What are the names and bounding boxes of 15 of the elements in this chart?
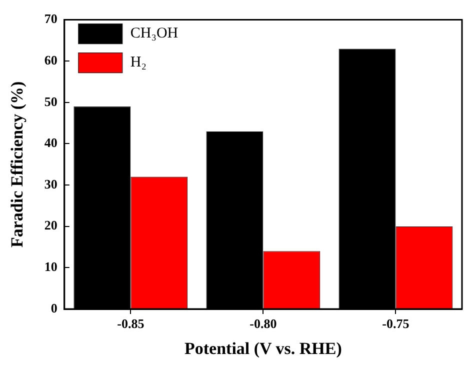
y-tick-label: 70: [44, 11, 58, 26]
y-axis-title: Faradic Efficiency (%): [8, 81, 27, 248]
x-tick-label: -0.85: [117, 316, 145, 332]
legend-label: H₂: [130, 54, 146, 71]
y-tick-label: 10: [44, 259, 58, 274]
y-tick-label: 40: [44, 135, 58, 150]
x-tick-label: -0.75: [382, 316, 410, 332]
legend-label: CH₃OH: [130, 26, 178, 42]
y-tick-label: 50: [44, 94, 58, 109]
y-tick-label: 20: [44, 218, 58, 233]
y-tick-label: 0: [50, 300, 58, 316]
x-axis-title: Potential (V vs. RHE): [184, 339, 342, 358]
y-tick-label: 30: [44, 176, 58, 192]
y-tick-label: 60: [44, 52, 58, 68]
x-tick-label: -0.80: [250, 316, 277, 332]
